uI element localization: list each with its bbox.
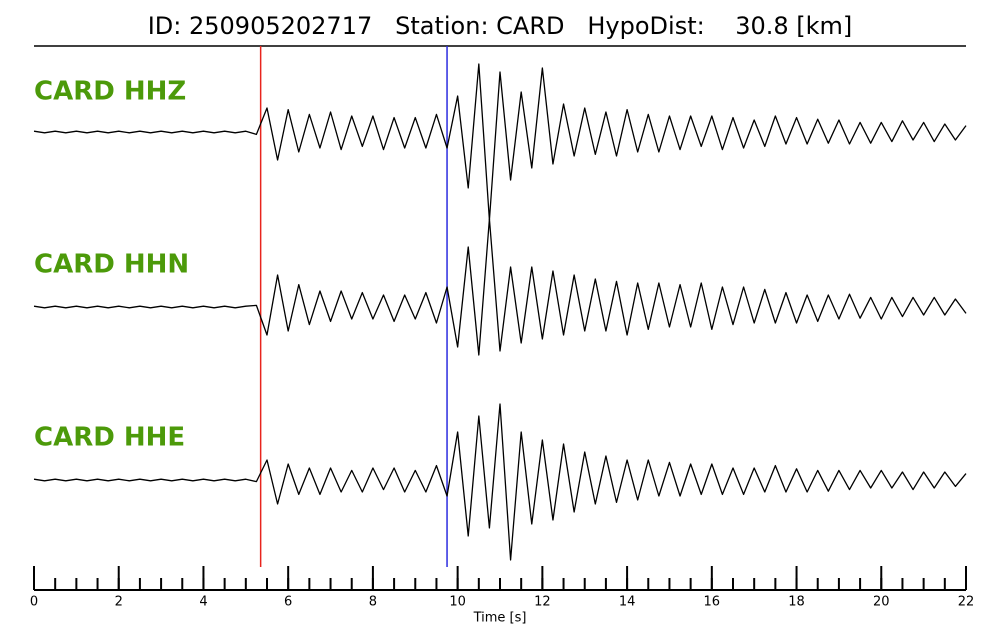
trace-label: CARD HHZ: [34, 77, 186, 107]
x-axis-label: Time [s]: [473, 611, 527, 626]
x-tick-label: 12: [534, 595, 551, 610]
x-tick-label: 2: [115, 595, 123, 610]
trace-label: CARD HHE: [34, 423, 185, 453]
chart-title: ID: 250905202717 Station: CARD HypoDist:…: [148, 12, 853, 40]
x-tick-label: 18: [788, 595, 805, 610]
x-tick-label: 14: [619, 595, 636, 610]
x-tick-label: 16: [704, 595, 721, 610]
waveform: [33, 218, 967, 356]
x-tick-label: 6: [284, 595, 292, 610]
x-tick-label: 22: [958, 595, 975, 610]
x-tick-label: 4: [199, 595, 207, 610]
x-tick-label: 10: [449, 595, 466, 610]
waveform: [33, 63, 967, 221]
waveform: [33, 403, 967, 561]
x-tick-label: 8: [369, 595, 377, 610]
x-tick-label: 0: [30, 595, 38, 610]
trace-label: CARD HHN: [34, 250, 189, 280]
x-tick-label: 20: [873, 595, 890, 610]
